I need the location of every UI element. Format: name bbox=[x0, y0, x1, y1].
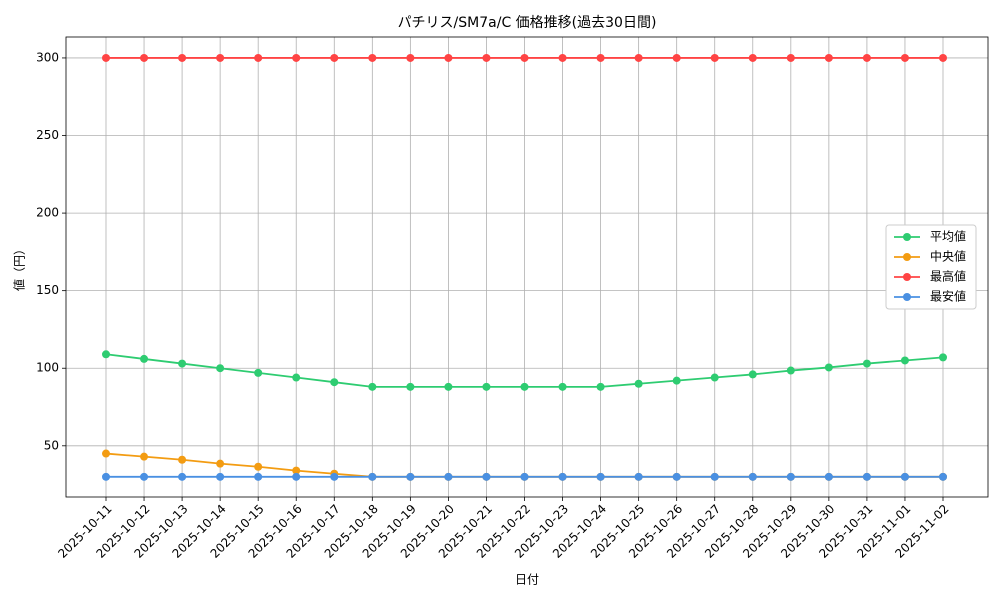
data-point bbox=[900, 472, 909, 481]
data-point bbox=[406, 53, 415, 62]
data-point bbox=[786, 472, 795, 481]
data-point bbox=[406, 472, 415, 481]
data-point bbox=[330, 472, 339, 481]
legend-label: 最高値 bbox=[930, 269, 966, 284]
data-point bbox=[102, 53, 110, 62]
y-tick-label: 300 bbox=[36, 50, 59, 64]
data-point bbox=[672, 376, 681, 385]
data-point bbox=[140, 452, 149, 461]
data-point bbox=[140, 472, 149, 481]
legend-marker bbox=[903, 293, 911, 301]
legend-label: 平均値 bbox=[930, 229, 966, 244]
y-axis-label: 値（円） bbox=[12, 243, 27, 291]
data-point bbox=[330, 53, 339, 62]
y-tick-label: 50 bbox=[44, 438, 59, 452]
data-point bbox=[710, 373, 719, 382]
data-point bbox=[824, 363, 833, 372]
data-point bbox=[254, 462, 263, 471]
legend-marker bbox=[903, 273, 911, 281]
data-point bbox=[444, 472, 453, 481]
data-point bbox=[368, 382, 377, 391]
data-point bbox=[140, 354, 149, 363]
y-tick-label: 200 bbox=[36, 206, 59, 220]
y-tick-label: 150 bbox=[36, 283, 59, 297]
data-point bbox=[102, 449, 110, 458]
legend-label: 中央値 bbox=[930, 249, 966, 264]
data-point bbox=[178, 455, 187, 464]
x-axis-label: 日付 bbox=[515, 573, 539, 587]
data-point bbox=[482, 53, 491, 62]
data-point bbox=[748, 370, 757, 379]
data-point bbox=[558, 472, 567, 481]
data-point bbox=[368, 53, 377, 62]
data-point bbox=[786, 366, 795, 375]
data-point bbox=[672, 472, 681, 481]
legend-label: 最安値 bbox=[930, 289, 966, 304]
data-point bbox=[216, 459, 225, 468]
data-point bbox=[482, 472, 491, 481]
data-point bbox=[102, 350, 110, 359]
legend-box bbox=[885, 224, 977, 310]
data-point bbox=[634, 53, 643, 62]
data-point bbox=[406, 382, 415, 391]
data-point bbox=[939, 472, 947, 481]
data-point bbox=[596, 472, 605, 481]
y-tick-label: 100 bbox=[36, 361, 59, 375]
data-point bbox=[178, 472, 187, 481]
data-point bbox=[178, 53, 187, 62]
data-point bbox=[216, 364, 225, 373]
data-point bbox=[786, 53, 795, 62]
data-point bbox=[368, 472, 377, 481]
data-point bbox=[520, 53, 529, 62]
data-point bbox=[596, 382, 605, 391]
y-tick-label: 250 bbox=[36, 128, 59, 142]
data-point bbox=[634, 472, 643, 481]
data-point bbox=[596, 53, 605, 62]
data-point bbox=[292, 373, 301, 382]
data-point bbox=[444, 382, 453, 391]
data-point bbox=[444, 53, 453, 62]
data-point bbox=[482, 382, 491, 391]
data-point bbox=[824, 53, 833, 62]
data-point bbox=[862, 53, 871, 62]
data-point bbox=[900, 53, 909, 62]
data-point bbox=[748, 472, 757, 481]
data-point bbox=[292, 466, 301, 475]
data-point bbox=[254, 53, 263, 62]
data-point bbox=[748, 53, 757, 62]
data-point bbox=[520, 382, 529, 391]
data-point bbox=[939, 53, 947, 62]
data-point bbox=[254, 472, 263, 481]
legend-marker bbox=[903, 233, 911, 241]
data-point bbox=[862, 359, 871, 368]
data-point bbox=[900, 356, 909, 365]
data-point bbox=[558, 382, 567, 391]
data-point bbox=[824, 472, 833, 481]
data-point bbox=[216, 472, 225, 481]
data-point bbox=[520, 472, 529, 481]
data-point bbox=[102, 472, 110, 481]
data-point bbox=[710, 53, 719, 62]
legend-marker bbox=[903, 253, 911, 261]
data-point bbox=[292, 472, 301, 481]
chart-title: パチリス/SM7a/C 価格推移(過去30日間) bbox=[398, 15, 657, 31]
data-point bbox=[178, 359, 187, 368]
data-point bbox=[634, 379, 643, 388]
data-point bbox=[292, 53, 301, 62]
data-point bbox=[216, 53, 225, 62]
data-point bbox=[140, 53, 149, 62]
data-point bbox=[672, 53, 681, 62]
data-point bbox=[862, 472, 871, 481]
data-point bbox=[254, 368, 263, 377]
data-point bbox=[939, 353, 947, 362]
plot-frame bbox=[65, 36, 989, 498]
data-point bbox=[558, 53, 567, 62]
data-point bbox=[710, 472, 719, 481]
data-point bbox=[330, 378, 339, 387]
